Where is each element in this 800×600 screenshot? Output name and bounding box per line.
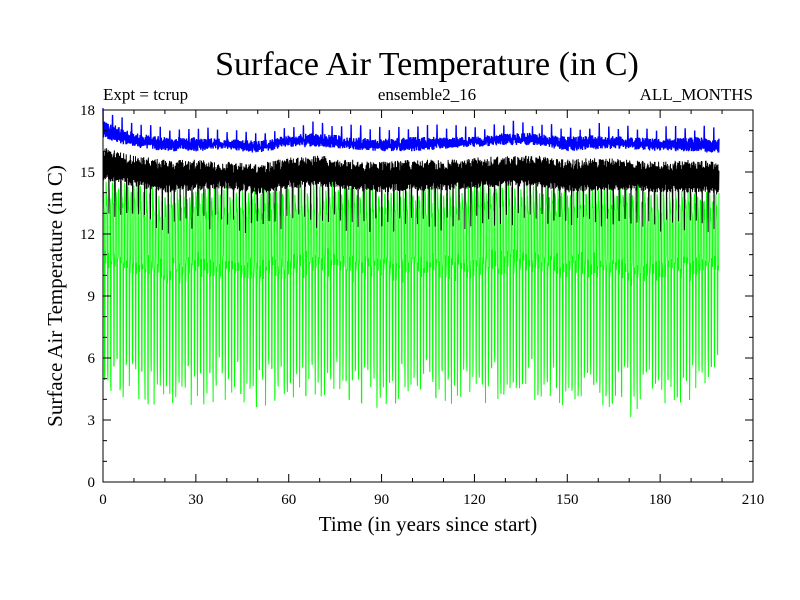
subtitle-right: ALL_MONTHS: [640, 85, 753, 104]
y-tick-label: 12: [80, 227, 95, 243]
y-tick-label: 3: [88, 413, 96, 429]
subtitle-center: ensemble2_16: [378, 85, 476, 104]
subtitle-left: Expt = tcrup: [103, 85, 188, 104]
x-tick-label: 60: [281, 492, 296, 508]
series-line-mid-band: [102, 148, 720, 234]
series-line-lower-range: [102, 179, 720, 418]
x-tick-label: 30: [188, 492, 203, 508]
x-tick-label: 120: [463, 492, 486, 508]
y-tick-label: 15: [80, 165, 95, 181]
x-tick-label: 90: [374, 492, 389, 508]
series-line-upper-envelope: [102, 108, 720, 153]
x-axis-label: Time (in years since start): [319, 512, 538, 536]
x-tick-label: 180: [649, 492, 672, 508]
y-tick-label: 9: [88, 289, 96, 305]
y-axis-label: Surface Air Temperature (in C): [43, 165, 67, 427]
chart-title: Surface Air Temperature (in C): [215, 46, 639, 83]
x-tick-label: 210: [742, 492, 765, 508]
series-layer: [102, 108, 720, 418]
y-tick-label: 18: [80, 103, 95, 119]
plot-area: [102, 108, 720, 418]
x-tick-label: 150: [556, 492, 579, 508]
y-tick-label: 0: [88, 475, 96, 491]
y-tick-label: 6: [88, 351, 96, 367]
axis-layer: 0 30 60 90 120 150 180 210 0 3 6 9 12 15 18: [80, 103, 764, 508]
x-tick-label: 0: [99, 492, 107, 508]
